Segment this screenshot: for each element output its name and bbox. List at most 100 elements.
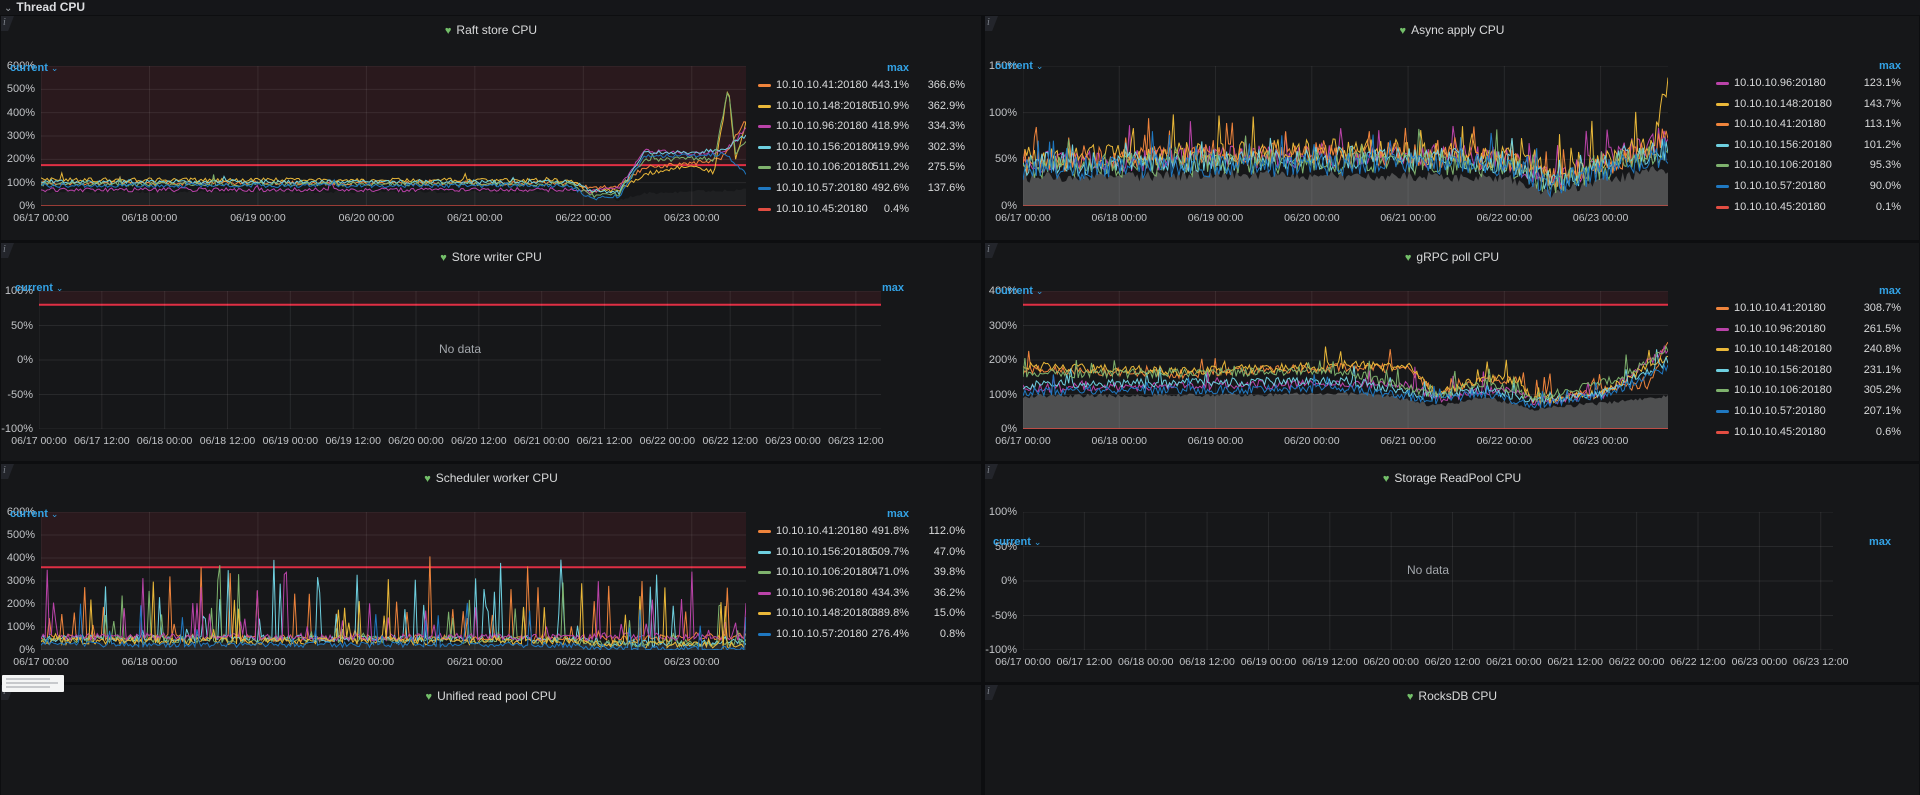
x-axis-tick: 06/22 00:00: [556, 656, 611, 668]
legend-series-name[interactable]: 10.10.10.106:20180: [776, 566, 874, 578]
legend-series-name[interactable]: 10.10.10.156:20180: [776, 141, 874, 153]
panel-title[interactable]: ♥Raft store CPU: [1, 23, 981, 37]
legend-series-max: 443.1%: [872, 79, 909, 91]
legend-series-name[interactable]: 10.10.10.148:20180: [776, 100, 874, 112]
legend-sort-current[interactable]: current⌄: [15, 282, 85, 294]
chart-area-storage-readpool-cpu[interactable]: [1023, 512, 1833, 650]
sort-chevron-icon: ⌄: [51, 509, 59, 519]
legend-series-name[interactable]: 10.10.10.45:20180: [776, 203, 868, 215]
no-data-text: No data: [1407, 563, 1449, 577]
legend-series-name[interactable]: 10.10.10.41:20180: [776, 525, 868, 537]
x-axis-tick: 06/17 00:00: [13, 656, 68, 668]
legend-series-current: 334.3%: [928, 120, 965, 132]
legend-series-max: 101.2%: [1864, 139, 1901, 151]
legend-series-name[interactable]: 10.10.10.96:20180: [776, 120, 868, 132]
legend-series-name[interactable]: 10.10.10.106:20180: [1734, 159, 1832, 171]
legend-sort-max[interactable]: max: [887, 508, 909, 520]
legend-sort-current[interactable]: current⌄: [995, 60, 1065, 72]
legend-row[interactable]: 10.10.10.41:20180443.1%366.6%: [1, 78, 981, 96]
legend-series-swatch: [758, 551, 771, 554]
legend-row[interactable]: 10.10.10.148:20180240.8%: [985, 342, 1919, 360]
panel-title[interactable]: ♥RocksDB CPU: [985, 689, 1919, 703]
section-row-thread-cpu[interactable]: ⌄Thread CPU: [0, 0, 1920, 15]
legend-row[interactable]: 10.10.10.156:20180 101.2%: [985, 138, 1919, 156]
legend-series-swatch: [1716, 348, 1729, 351]
panel-title[interactable]: ♥Unified read pool CPU: [1, 689, 981, 703]
legend-sort-current-label: current: [993, 536, 1031, 548]
legend-series-name[interactable]: 10.10.10.45:20180: [1734, 426, 1826, 438]
legend-series-name[interactable]: 10.10.10.57:20180: [1734, 180, 1826, 192]
legend-sort-current[interactable]: current⌄: [993, 536, 1063, 548]
legend-series-name[interactable]: 10.10.10.96:20180: [1734, 77, 1826, 89]
panel-title[interactable]: ♥Store writer CPU: [1, 250, 981, 264]
legend-row[interactable]: 10.10.10.106:20180305.2%: [985, 383, 1919, 401]
legend-sort-current[interactable]: current⌄: [10, 62, 70, 74]
legend-series-name[interactable]: 10.10.10.148:20180: [776, 607, 874, 619]
legend-row[interactable]: 10.10.10.106:2018095.3%: [985, 158, 1919, 176]
legend-series-swatch: [758, 530, 771, 533]
legend-row[interactable]: 10.10.10.156:20180231.1%: [985, 363, 1919, 381]
x-axis-tick: 06/21 12:00: [577, 435, 632, 447]
legend-row[interactable]: 10.10.10.148:20180389.8%15.0%: [1, 606, 981, 624]
legend-series-max: 207.1%: [1864, 405, 1901, 417]
panel-health-icon: ♥: [1400, 25, 1407, 37]
y-axis-tick: 0%: [1, 354, 33, 366]
panel-title[interactable]: ♥gRPC poll CPU: [985, 250, 1919, 264]
legend-series-name[interactable]: 10.10.10.148:20180: [1734, 98, 1832, 110]
legend-row[interactable]: 10.10.10.156:20180419.9%302.3%: [1, 140, 981, 158]
legend-series-name[interactable]: 10.10.10.57:20180: [776, 182, 868, 194]
legend-row[interactable]: 10.10.10.148:20180143.7%: [985, 97, 1919, 115]
panel-title[interactable]: ♥Async apply CPU: [985, 23, 1919, 37]
legend-row[interactable]: 10.10.10.96:20180434.3%36.2%: [1, 586, 981, 604]
legend-row[interactable]: 10.10.10.96:20180 123.1%: [985, 76, 1919, 94]
x-axis-tick: 06/23 12:00: [828, 435, 883, 447]
legend-series-name[interactable]: 10.10.10.57:20180: [1734, 405, 1826, 417]
legend-row[interactable]: 10.10.10.156:20180509.7%47.0%: [1, 545, 981, 563]
y-axis-tick: -100%: [985, 644, 1017, 656]
legend-series-name[interactable]: 10.10.10.41:20180: [1734, 302, 1826, 314]
legend-row[interactable]: 10.10.10.148:20180510.9%362.9%: [1, 99, 981, 117]
legend-series-name[interactable]: 10.10.10.45:20180: [1734, 201, 1826, 213]
legend-row[interactable]: 10.10.10.57:20180276.4%0.8%: [1, 627, 981, 645]
legend-series-name[interactable]: 10.10.10.156:20180: [1734, 364, 1832, 376]
panel-scheduler-worker-cpu: i♥Scheduler worker CPU600%500%400%300%20…: [1, 464, 981, 682]
legend-series-name[interactable]: 10.10.10.106:20180: [776, 161, 874, 173]
legend-row[interactable]: 10.10.10.41:20180113.1%: [985, 117, 1919, 135]
panel-title[interactable]: ♥Storage ReadPool CPU: [985, 471, 1919, 485]
legend-series-name[interactable]: 10.10.10.41:20180: [1734, 118, 1826, 130]
legend-row[interactable]: 10.10.10.106:20180511.2%275.5%: [1, 160, 981, 178]
y-axis-tick: -100%: [1, 423, 33, 435]
legend-sort-max[interactable]: max: [1879, 60, 1901, 72]
legend-series-max: 123.1%: [1864, 77, 1901, 89]
legend-series-name[interactable]: 10.10.10.106:20180: [1734, 384, 1832, 396]
panel-title[interactable]: ♥Scheduler worker CPU: [1, 471, 981, 485]
legend-sort-max[interactable]: max: [1879, 285, 1901, 297]
legend-row[interactable]: 10.10.10.45:201800.4%: [1, 202, 981, 220]
legend-series-name[interactable]: 10.10.10.96:20180: [1734, 323, 1826, 335]
legend-sort-current[interactable]: current⌄: [995, 285, 1065, 297]
legend-row[interactable]: 10.10.10.41:20180491.8%112.0%: [1, 524, 981, 542]
legend-row[interactable]: 10.10.10.96:20180261.5%: [985, 322, 1919, 340]
legend-sort-max[interactable]: max: [887, 62, 909, 74]
legend-row[interactable]: 10.10.10.45:201800.6%: [985, 425, 1919, 443]
legend-series-name[interactable]: 10.10.10.156:20180: [1734, 139, 1832, 151]
legend-sort-max[interactable]: max: [1869, 536, 1891, 548]
legend-row[interactable]: 10.10.10.41:20180308.7%: [985, 301, 1919, 319]
legend-series-name[interactable]: 10.10.10.41:20180: [776, 79, 868, 91]
legend-row[interactable]: 10.10.10.106:20180471.0%39.8%: [1, 565, 981, 583]
legend-row[interactable]: 10.10.10.57:20180492.6%137.6%: [1, 181, 981, 199]
panel-unified-read-pool-cpu: i♥Unified read pool CPU: [1, 685, 981, 795]
legend-series-swatch: [758, 592, 771, 595]
legend-row[interactable]: 10.10.10.45:201800.1%: [985, 200, 1919, 218]
legend-series-name[interactable]: 10.10.10.148:20180: [1734, 343, 1832, 355]
legend-sort-max[interactable]: max: [882, 282, 904, 294]
legend-sort-current[interactable]: current⌄: [10, 508, 70, 520]
legend-series-name[interactable]: 10.10.10.57:20180: [776, 628, 868, 640]
legend-row[interactable]: 10.10.10.57:20180 207.1%: [985, 404, 1919, 422]
chart-area-store-writer-cpu[interactable]: [39, 291, 881, 429]
legend-row[interactable]: 10.10.10.96:20180418.9%334.3%: [1, 119, 981, 137]
legend-series-name[interactable]: 10.10.10.156:20180: [776, 546, 874, 558]
legend-series-name[interactable]: 10.10.10.96:20180: [776, 587, 868, 599]
legend-row[interactable]: 10.10.10.57:2018090.0%: [985, 179, 1919, 197]
panel-title-text: Raft store CPU: [456, 23, 537, 37]
